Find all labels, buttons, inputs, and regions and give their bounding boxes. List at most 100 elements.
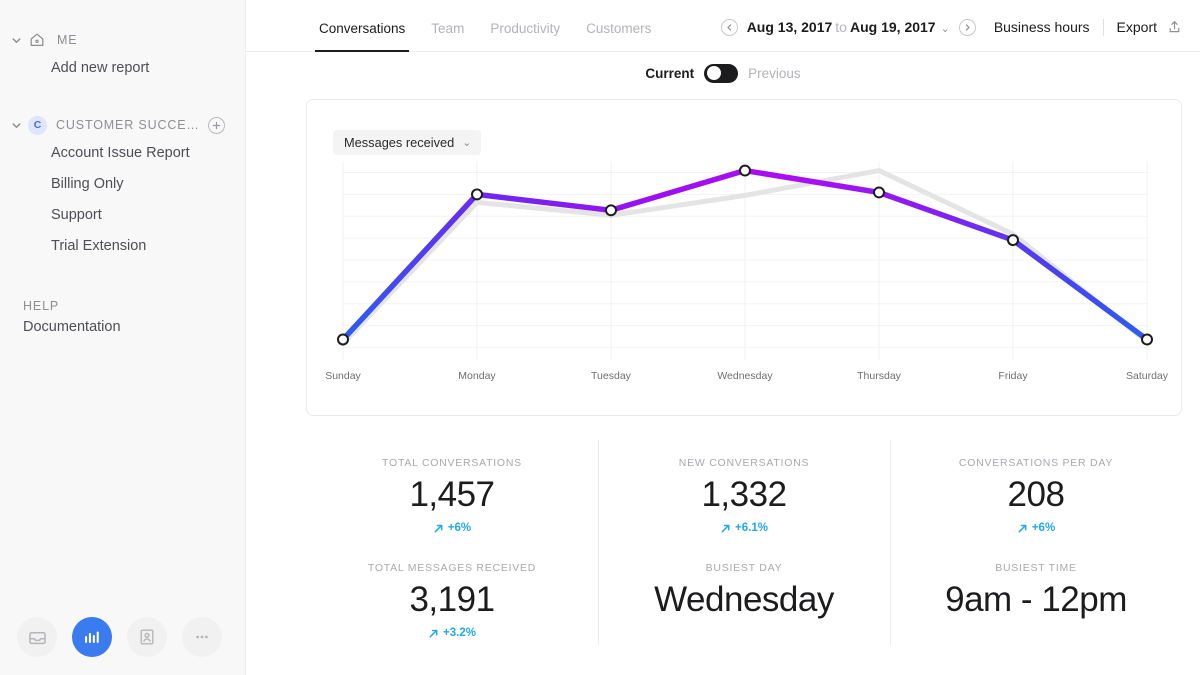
sidebar-spacer-2 — [0, 261, 245, 291]
metric-select[interactable]: Messages received ⌄ — [333, 130, 482, 155]
chart-gridlines — [343, 172, 1149, 348]
stat-total-messages-received: TOTAL MESSAGES RECEIVED 3,191 +3.2% — [368, 562, 536, 639]
sidebar-section-team: C CUSTOMER SUCCE… Account Issue Report B… — [0, 113, 245, 261]
stat-delta: +6% — [433, 522, 471, 534]
stat-label: BUSIEST TIME — [995, 562, 1077, 574]
stat-busiest-day: BUSIEST DAY Wednesday — [654, 562, 834, 621]
date-range-controls: Aug 13, 2017 to Aug 19, 2017 ⌄ Business hou… — [720, 0, 1182, 52]
stats-column-3: CONVERSATIONS PER DAY 208 +6% BUSIEST TI… — [890, 440, 1182, 675]
stat-value: 9am - 12pm — [945, 580, 1127, 619]
stat-delta: +6.1% — [720, 522, 768, 534]
chevron-down-icon[interactable] — [8, 35, 24, 46]
stat-delta-value: +6% — [1031, 522, 1056, 534]
x-label-monday: Monday — [458, 370, 496, 382]
date-range-picker[interactable]: Aug 13, 2017 to Aug 19, 2017 ⌄ — [747, 19, 950, 35]
date-to-word: to — [835, 19, 847, 35]
chevron-down-icon[interactable] — [8, 120, 24, 131]
chevron-down-icon: ⌄ — [462, 137, 472, 149]
stat-new-conversations: NEW CONVERSATIONS 1,332 +6.1% — [679, 457, 809, 534]
more-ellipsis-icon[interactable] — [182, 617, 222, 657]
business-hours-button[interactable]: Business hours — [993, 19, 1090, 35]
x-label-tuesday: Tuesday — [591, 370, 631, 382]
current-previous-toggle-row: Current Previous — [246, 52, 1200, 94]
arrow-up-right-icon — [433, 523, 444, 534]
sidebar-me-label: ME — [57, 33, 78, 47]
x-label-friday: Friday — [998, 370, 1028, 382]
stat-busiest-time: BUSIEST TIME 9am - 12pm — [945, 562, 1127, 621]
series-current-markers — [337, 164, 1153, 346]
sidebar-section-help: HELP Documentation — [0, 299, 245, 341]
date-end: Aug 19, 2017 — [849, 19, 936, 35]
stat-delta-value: +3.2% — [443, 627, 476, 639]
main-content: Conversations Team Productivity Customer… — [246, 0, 1200, 675]
stat-delta: +3.2% — [428, 627, 476, 639]
tab-customers[interactable]: Customers — [586, 21, 652, 36]
report-tabs: Conversations Team Productivity Customer… — [246, 0, 664, 52]
stat-label: TOTAL MESSAGES RECEIVED — [367, 562, 537, 574]
sidebar-section-me: ME Add new report — [0, 0, 245, 83]
stat-total-conversations: TOTAL CONVERSATIONS 1,457 +6% — [382, 457, 522, 534]
metric-select-value: Messages received — [344, 135, 455, 150]
stats-column-1: TOTAL CONVERSATIONS 1,457 +6% TOTAL MESS… — [306, 440, 598, 675]
toggle-switch[interactable] — [704, 63, 739, 83]
stat-delta: +6% — [1017, 522, 1055, 534]
toggle-label-current: Current — [645, 65, 695, 81]
stat-label: BUSIEST DAY — [705, 562, 783, 574]
tab-conversations[interactable]: Conversations — [306, 0, 418, 52]
sidebar-item-trial-extension[interactable]: Trial Extension — [51, 237, 147, 254]
sidebar: ME Add new report C CUSTOMER SUCCE… Acco… — [0, 0, 246, 675]
sidebar-dock — [0, 599, 246, 675]
x-label-saturday: Saturday — [1125, 370, 1169, 382]
stat-delta-value: +6.1% — [735, 522, 768, 534]
sidebar-item-support[interactable]: Support — [51, 206, 102, 223]
sidebar-item-account-issue-report[interactable]: Account Issue Report — [51, 144, 190, 161]
stat-label: CONVERSATIONS PER DAY — [958, 457, 1114, 469]
home-icon — [26, 32, 48, 48]
stat-value: 1,332 — [701, 475, 787, 514]
stat-value: Wednesday — [654, 580, 834, 619]
arrow-up-right-icon — [720, 523, 731, 534]
line-chart — [337, 161, 1153, 361]
sidebar-team-header[interactable]: C CUSTOMER SUCCE… — [0, 113, 245, 137]
stat-label: TOTAL CONVERSATIONS — [382, 457, 522, 469]
tab-productivity[interactable]: Productivity — [490, 21, 561, 36]
stat-value: 1,457 — [409, 475, 495, 514]
stat-delta-value: +6% — [447, 522, 472, 534]
upload-icon[interactable] — [1167, 20, 1182, 35]
stats-column-2: NEW CONVERSATIONS 1,332 +6.1% BUSIEST DA… — [598, 440, 890, 675]
arrow-up-right-icon — [428, 628, 439, 639]
chart-card: Messages received ⌄ — [306, 99, 1182, 416]
stat-value: 208 — [1007, 475, 1065, 514]
sidebar-item-add-new-report[interactable]: Add new report — [51, 59, 150, 76]
toggle-label-previous: Previous — [748, 65, 801, 81]
stat-value: 3,191 — [409, 580, 495, 619]
x-label-sunday: Sunday — [325, 370, 361, 382]
top-bar: Conversations Team Productivity Customer… — [246, 0, 1200, 52]
stat-conversations-per-day: CONVERSATIONS PER DAY 208 +6% — [959, 457, 1113, 534]
sidebar-spacer — [0, 83, 245, 113]
chevron-right-icon[interactable] — [958, 18, 976, 36]
contacts-icon[interactable] — [127, 617, 167, 657]
stat-label: NEW CONVERSATIONS — [678, 457, 810, 469]
arrow-up-right-icon — [1017, 523, 1028, 534]
chart-vertical-gridlines — [342, 161, 1148, 361]
sidebar-team-label: CUSTOMER SUCCE… — [56, 118, 200, 132]
sidebar-item-billing-only[interactable]: Billing Only — [51, 175, 124, 192]
sidebar-me-header[interactable]: ME — [0, 28, 245, 52]
stats-grid: TOTAL CONVERSATIONS 1,457 +6% TOTAL MESS… — [306, 440, 1182, 675]
chevron-left-icon[interactable] — [720, 18, 738, 36]
x-label-wednesday: Wednesday — [717, 370, 773, 382]
sidebar-item-documentation[interactable]: Documentation — [23, 319, 121, 335]
plus-icon[interactable] — [207, 116, 225, 134]
export-button[interactable]: Export — [1116, 19, 1157, 35]
toolbar-divider — [1102, 18, 1104, 36]
reports-bar-chart-icon[interactable] — [72, 617, 112, 657]
chevron-down-icon[interactable]: ⌄ — [940, 23, 950, 35]
tab-team[interactable]: Team — [431, 21, 465, 36]
x-label-thursday: Thursday — [857, 370, 901, 382]
date-start: Aug 13, 2017 — [746, 19, 833, 35]
sidebar-help-label: HELP — [23, 299, 60, 313]
inbox-icon[interactable] — [17, 617, 57, 657]
toggle-knob — [706, 66, 721, 80]
